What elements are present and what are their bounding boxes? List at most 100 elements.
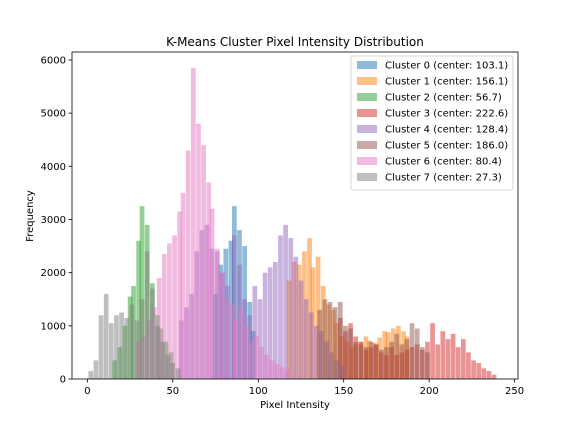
bar-cluster-7-16 [170, 363, 176, 379]
bar-cluster-6-15 [209, 208, 215, 379]
bar-cluster-6-29 [279, 367, 285, 379]
y-tick-label: 4000 [41, 162, 66, 173]
bar-cluster-3-21 [445, 339, 451, 379]
bar-cluster-5-16 [399, 344, 405, 379]
legend-label-0: Cluster 0 (center: 103.1) [385, 61, 508, 72]
bar-cluster-6-13 [201, 145, 206, 379]
bar-cluster-7-2 [98, 315, 104, 379]
bar-cluster-7-17 [175, 368, 181, 379]
bar-cluster-6-18 [225, 299, 230, 379]
bar-cluster-7-1 [93, 360, 99, 379]
bar-cluster-7-3 [103, 293, 109, 379]
bar-cluster-3-30 [491, 374, 497, 379]
legend: Cluster 0 (center: 103.1) Cluster 1 (cent… [350, 55, 514, 191]
bar-cluster-6-24 [254, 336, 259, 379]
bar-cluster-1-4 [307, 238, 312, 379]
legend-label-6: Cluster 6 (center: 80.4) [385, 157, 502, 168]
bar-cluster-4-14 [252, 285, 258, 379]
bar-cluster-3-25 [466, 352, 471, 379]
bar-cluster-5-1 [322, 299, 328, 379]
bar-cluster-5-12 [378, 349, 384, 379]
bar-cluster-5-2 [327, 301, 333, 379]
bar-cluster-6-17 [220, 272, 225, 379]
y-tick-label: 1000 [41, 321, 66, 332]
legend-label-4: Cluster 4 (center: 128.4) [385, 125, 508, 136]
bar-cluster-4-24 [303, 299, 309, 379]
legend-swatch-0 [357, 61, 377, 69]
legend-box [350, 55, 514, 191]
bar-cluster-6-14 [206, 182, 212, 379]
bar-cluster-5-14 [389, 341, 394, 379]
x-tick-label: 50 [166, 386, 179, 397]
bar-cluster-5-17 [404, 339, 410, 379]
bar-cluster-6-30 [284, 369, 290, 379]
legend-swatch-6 [357, 157, 377, 165]
bar-cluster-3-29 [486, 371, 492, 379]
bar-cluster-3-20 [440, 331, 446, 379]
bar-cluster-7-5 [114, 315, 119, 379]
bar-cluster-5-6 [348, 328, 353, 379]
bar-cluster-6-8 [177, 211, 183, 379]
bar-cluster-7-9 [134, 320, 140, 379]
bar-cluster-4-25 [308, 312, 314, 379]
bar-cluster-7-6 [119, 312, 124, 379]
bars-layer [88, 67, 497, 379]
legend-label-2: Cluster 2 (center: 56.7) [385, 93, 502, 104]
y-tick-label: 0 [60, 375, 66, 386]
bar-cluster-4-18 [273, 262, 278, 379]
bar-cluster-5-18 [409, 323, 415, 379]
bar-cluster-5-13 [384, 347, 389, 379]
x-axis-label: Pixel Intensity [260, 400, 330, 411]
bar-cluster-3-19 [435, 344, 441, 379]
y-tick-label: 3000 [41, 215, 66, 226]
bar-cluster-3-27 [476, 363, 482, 379]
bar-cluster-3-18 [430, 323, 435, 379]
bar-cluster-4-22 [293, 256, 299, 379]
bar-cluster-3-26 [471, 360, 476, 379]
x-tick-label: 150 [334, 386, 353, 397]
bar-cluster-6-9 [180, 192, 186, 379]
bar-cluster-6-5 [161, 254, 167, 379]
bar-cluster-6-28 [274, 364, 280, 379]
chart-title: K-Means Cluster Pixel Intensity Distribu… [166, 35, 424, 49]
legend-label-1: Cluster 1 (center: 156.1) [385, 77, 508, 88]
bar-cluster-6-11 [190, 67, 196, 379]
bar-cluster-7-0 [88, 371, 94, 379]
bar-cluster-5-11 [373, 344, 379, 379]
bar-cluster-6-12 [196, 123, 201, 379]
x-tick-label: 200 [420, 386, 439, 397]
bar-cluster-7-4 [108, 323, 114, 379]
bar-cluster-4-21 [288, 238, 294, 379]
y-tick-label: 6000 [41, 55, 66, 66]
y-tick-label: 5000 [41, 109, 66, 120]
legend-swatch-7 [357, 173, 377, 181]
bar-cluster-7-8 [129, 304, 135, 379]
bar-cluster-5-19 [414, 328, 420, 379]
bar-cluster-5-0 [317, 309, 323, 379]
bar-cluster-5-7 [353, 341, 359, 379]
legend-swatch-3 [357, 109, 377, 117]
bar-cluster-6-20 [233, 320, 239, 379]
bar-cluster-3-22 [450, 333, 456, 379]
x-tick-label: 250 [505, 386, 524, 397]
bar-cluster-6-16 [214, 248, 220, 379]
bar-cluster-6-26 [264, 355, 270, 379]
bar-cluster-7-12 [149, 288, 155, 379]
legend-swatch-4 [357, 125, 377, 133]
bar-cluster-4-23 [298, 280, 304, 379]
bar-cluster-7-7 [124, 317, 130, 379]
legend-swatch-1 [357, 77, 377, 85]
bar-cluster-6-6 [167, 243, 172, 379]
bar-cluster-2-5 [136, 240, 141, 379]
bar-cluster-4-26 [314, 325, 319, 379]
bar-cluster-7-10 [139, 299, 145, 379]
legend-swatch-2 [357, 93, 377, 101]
bar-cluster-3-24 [460, 339, 466, 379]
bar-cluster-6-22 [243, 325, 249, 379]
legend-label-7: Cluster 7 (center: 27.3) [385, 173, 502, 184]
bar-cluster-5-20 [419, 347, 425, 379]
bar-cluster-6-27 [269, 360, 275, 379]
x-axis-ticks: 0 50 100 150 200 250 [84, 379, 524, 397]
y-axis-label: Frequency [25, 190, 36, 242]
